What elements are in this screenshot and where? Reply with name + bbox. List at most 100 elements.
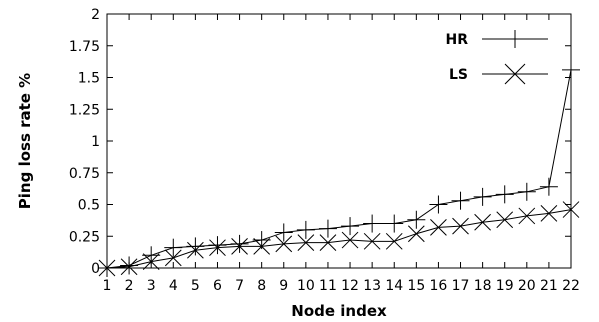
x-tick-label: 12 <box>341 278 359 294</box>
data-point-hr <box>451 191 470 210</box>
legend-marker-hr <box>506 30 524 48</box>
y-tick-label: 1 <box>91 134 100 150</box>
data-point-ls <box>407 225 425 243</box>
x-tick-label: 9 <box>279 278 288 294</box>
y-tick-label: 2 <box>91 7 100 23</box>
x-tick-label: 4 <box>169 278 178 294</box>
x-tick-label: 22 <box>562 278 580 294</box>
data-point-ls <box>496 211 514 229</box>
data-point-ls <box>452 217 469 235</box>
y-tick-label: 0.5 <box>78 198 100 214</box>
x-tick-label: 13 <box>363 278 381 294</box>
x-axis-label: Node index <box>291 302 387 320</box>
data-point-hr <box>230 234 249 253</box>
x-tick-label: 19 <box>496 278 514 294</box>
marker-d2 <box>297 234 315 251</box>
data-point-hr <box>407 210 426 229</box>
x-tick-label: 17 <box>452 278 470 294</box>
data-point-hr <box>385 214 404 233</box>
marker-d2 <box>253 238 271 255</box>
marker-d2 <box>407 225 425 243</box>
marker-d2 <box>504 63 526 85</box>
x-tick-label: 18 <box>474 278 492 294</box>
legend: HR LS <box>446 30 548 85</box>
marker-d2 <box>209 239 226 257</box>
data-point-hr <box>363 214 382 233</box>
y-tick-label: 1.25 <box>69 102 100 118</box>
data-point-ls <box>142 253 160 271</box>
y-tick-label: 0 <box>91 261 100 277</box>
x-tick-label: 14 <box>385 278 403 294</box>
data-point-hr <box>164 238 183 257</box>
x-tick-label: 20 <box>518 278 536 294</box>
data-point-ls <box>98 259 116 277</box>
data-point-ls <box>297 234 315 251</box>
plot-frame <box>106 13 572 269</box>
marker-d2 <box>275 235 293 253</box>
series-hr <box>98 60 580 277</box>
series-line-hr <box>106 69 572 269</box>
marker-d2 <box>385 232 403 250</box>
data-point-ls <box>275 235 293 253</box>
y-tick-label: 1.75 <box>69 39 100 55</box>
x-tick-label: 15 <box>407 278 425 294</box>
marker-d2 <box>319 234 337 251</box>
data-point-ls <box>253 238 271 255</box>
x-tick-label: 21 <box>540 278 558 294</box>
x-tick-label: 7 <box>235 278 244 294</box>
data-point-hr <box>495 185 514 204</box>
marker-d2 <box>341 231 359 249</box>
data-point-ls <box>187 241 204 259</box>
marker-d2 <box>518 207 536 225</box>
marker-d2 <box>496 211 514 229</box>
data-point-hr <box>296 220 315 239</box>
series-line-ls <box>106 209 572 269</box>
marker-d2 <box>98 259 116 277</box>
data-point-ls <box>430 219 447 236</box>
data-point-hr <box>341 217 360 236</box>
marker-d2 <box>430 219 447 236</box>
legend-marker-ls <box>504 63 526 85</box>
marker-d2 <box>540 205 558 222</box>
data-point-ls <box>385 232 403 250</box>
y-tick-label: 1.5 <box>78 71 100 87</box>
x-tick-label: 6 <box>213 278 222 294</box>
y-tick-label: 0.25 <box>69 229 100 245</box>
data-point-ls <box>540 205 558 222</box>
series-layer <box>98 60 580 277</box>
data-point-hr <box>186 237 205 256</box>
data-point-hr <box>539 177 558 196</box>
data-point-ls <box>319 234 337 251</box>
y-axis-label: Ping loss rate % <box>16 73 34 209</box>
x-tick-label: 3 <box>147 278 156 294</box>
data-point-hr <box>517 182 536 201</box>
data-point-ls <box>363 232 381 250</box>
data-point-hr <box>274 223 293 242</box>
marker-d2 <box>231 238 248 255</box>
data-point-ls <box>341 231 359 249</box>
data-point-ls <box>562 201 580 218</box>
x-tick-label: 2 <box>125 278 134 294</box>
x-tick-label: 5 <box>191 278 200 294</box>
marker-d2 <box>363 232 381 250</box>
x-tick-label: 16 <box>430 278 448 294</box>
data-point-hr <box>208 236 227 255</box>
legend-label-hr: HR <box>446 32 469 48</box>
data-point-ls <box>474 213 491 231</box>
data-point-ls <box>518 207 536 225</box>
x-tick-label: 8 <box>257 278 266 294</box>
marker-d2 <box>452 217 469 235</box>
x-tick-label: 1 <box>103 278 112 294</box>
data-point-hr <box>473 187 492 206</box>
series-ls <box>98 201 580 277</box>
x-tick-label: 10 <box>297 278 315 294</box>
marker-d2 <box>187 241 204 259</box>
marker-d2 <box>120 258 138 276</box>
data-point-ls <box>231 238 248 255</box>
data-point-ls <box>120 258 138 276</box>
marker-d2 <box>474 213 491 231</box>
data-point-ls <box>209 239 226 257</box>
x-tick-label: 11 <box>319 278 337 294</box>
